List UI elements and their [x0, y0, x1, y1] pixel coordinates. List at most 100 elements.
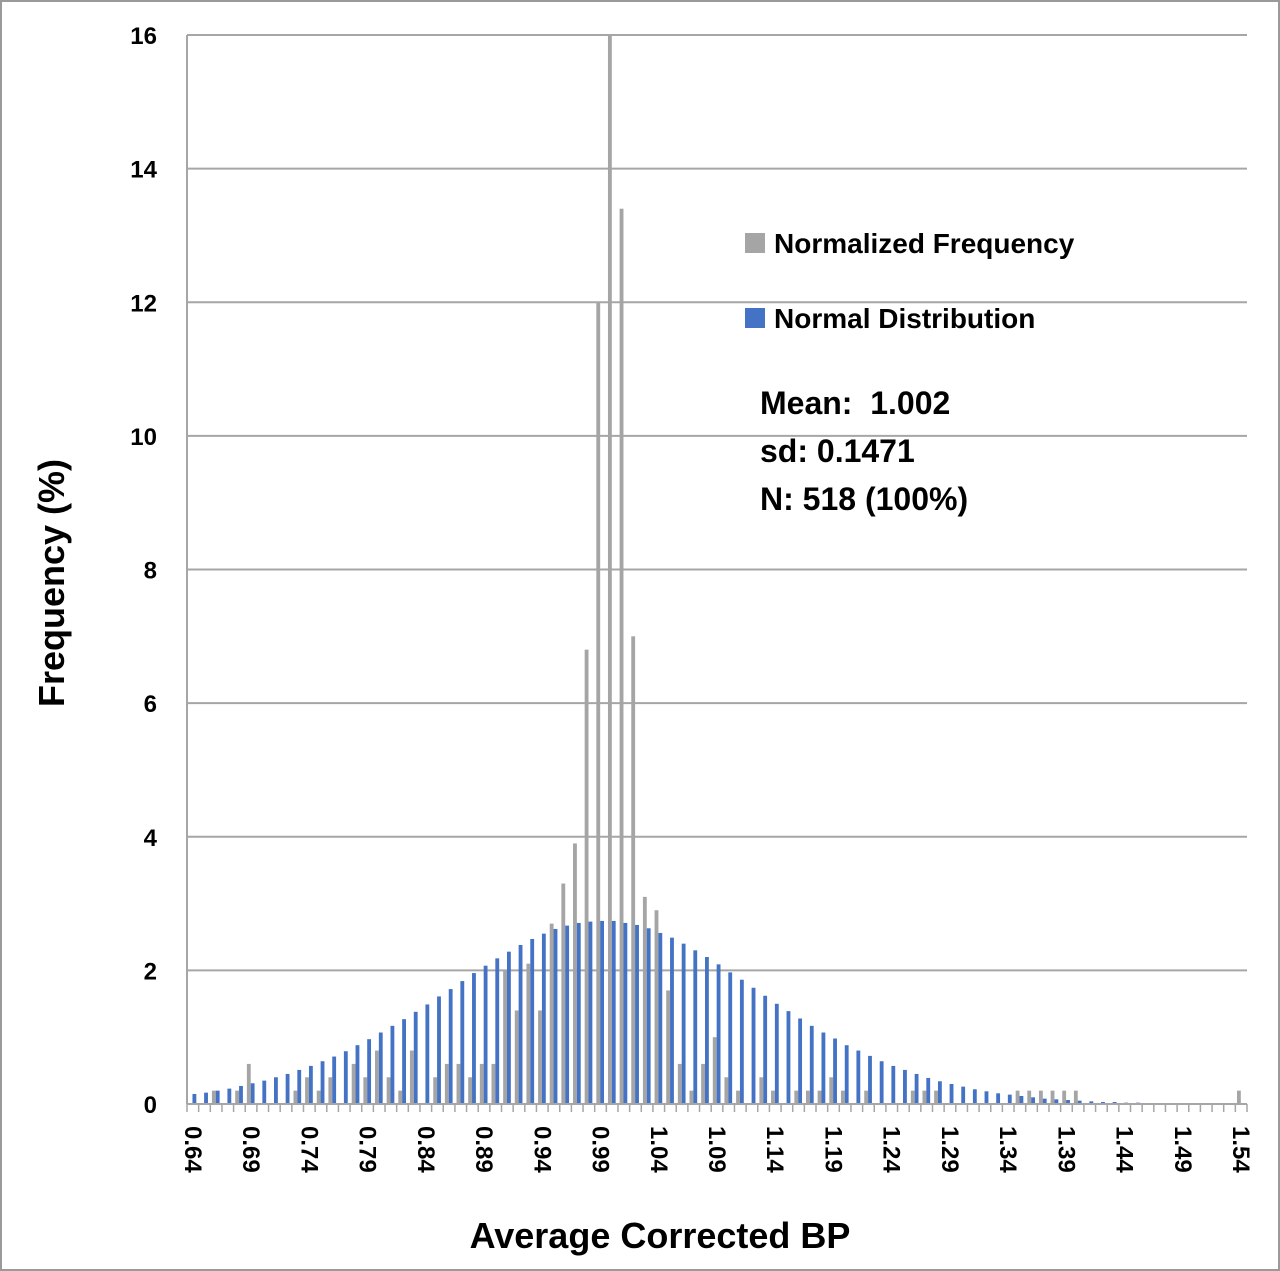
- bar-normal-distribution: [239, 1085, 243, 1104]
- bar-normal-distribution: [332, 1056, 337, 1104]
- bar-normal-distribution: [506, 951, 511, 1104]
- gridlines: [187, 34, 1247, 972]
- bar-normal-distribution: [472, 973, 476, 1104]
- bar-normal-distribution: [215, 1090, 220, 1104]
- bar-normalized-frequency: [1027, 1090, 1032, 1104]
- bar-normal-distribution: [437, 996, 441, 1104]
- bar-normal-distribution: [274, 1077, 278, 1104]
- bar-normal-distribution: [1089, 1101, 1094, 1104]
- bar-normal-distribution: [623, 922, 628, 1104]
- bar-normalized-frequency: [736, 1090, 740, 1104]
- bar-normalized-frequency: [934, 1090, 938, 1104]
- bar-normalized-frequency: [759, 1077, 764, 1104]
- bar-normalized-frequency: [479, 1063, 484, 1104]
- bar-normal-distribution: [833, 1038, 837, 1104]
- bar-normal-distribution: [285, 1073, 290, 1104]
- y-tick-label: 2: [144, 958, 157, 985]
- bar-normal-distribution: [378, 1032, 383, 1104]
- bar-normal-distribution: [984, 1091, 989, 1104]
- x-tick-label: 1.24: [878, 1126, 905, 1173]
- bar-normalized-frequency: [607, 35, 612, 1104]
- y-tick-label: 12: [130, 290, 157, 317]
- bar-normal-distribution: [402, 1019, 406, 1104]
- bar-normalized-frequency: [538, 1010, 542, 1104]
- bar-normalized-frequency: [724, 1077, 729, 1104]
- bar-normal-distribution: [821, 1032, 826, 1104]
- annotation-n: N: 518 (100%): [760, 481, 968, 517]
- x-tick-label: 1.14: [761, 1126, 788, 1173]
- bar-normalized-frequency: [503, 970, 507, 1105]
- bar-normal-distribution: [937, 1081, 942, 1104]
- x-tick-label: 1.09: [703, 1126, 730, 1173]
- bar-normal-distribution: [367, 1039, 372, 1104]
- y-tick-label: 4: [144, 825, 158, 852]
- bar-normalized-frequency: [596, 302, 601, 1104]
- bar-normalized-frequency: [654, 910, 659, 1104]
- bar-normal-distribution: [891, 1065, 896, 1104]
- bar-normal-distribution: [763, 995, 768, 1104]
- bar-normal-distribution: [425, 1004, 430, 1104]
- y-tick-label: 6: [144, 691, 157, 718]
- legend: Normalized Frequency Normal Distribution: [745, 228, 1075, 334]
- bar-normalized-frequency: [1050, 1090, 1055, 1104]
- y-tick-label: 10: [130, 424, 157, 451]
- bar-normalized-frequency: [514, 1010, 519, 1104]
- bar-normal-distribution: [914, 1073, 919, 1104]
- x-tick-label: 1.44: [1111, 1126, 1138, 1173]
- bar-normalized-frequency: [468, 1077, 473, 1104]
- y-tick-labels: 0 2 4 6 8 10 12 14 16: [130, 23, 157, 1119]
- bar-normal-distribution: [460, 981, 465, 1104]
- bar-normalized-frequency: [526, 963, 531, 1104]
- bar-normalized-frequency: [444, 1063, 449, 1104]
- bar-normalized-frequency: [375, 1050, 379, 1104]
- bar-normal-distribution: [1019, 1095, 1024, 1104]
- bar-normal-distribution: [844, 1045, 849, 1104]
- bar-normalized-frequency: [351, 1063, 356, 1104]
- x-tick-label: 0.79: [354, 1126, 381, 1173]
- bar-normal-distribution: [961, 1086, 966, 1104]
- bar-normal-distribution: [705, 957, 709, 1104]
- bar-normal-distribution: [308, 1065, 313, 1104]
- legend-label-normalized-frequency: Normalized Frequency: [774, 228, 1075, 259]
- bar-normal-distribution: [518, 944, 523, 1104]
- bar-normalized-frequency: [235, 1090, 240, 1104]
- bar-normalized-frequency: [561, 883, 566, 1104]
- bar-normalized-frequency: [701, 1063, 705, 1104]
- bar-normal-distribution: [774, 1003, 779, 1104]
- bar-normal-distribution: [798, 1018, 803, 1104]
- bar-normalized-frequency: [666, 990, 671, 1104]
- y-tick-label: 0: [144, 1092, 157, 1119]
- bar-normal-distribution: [786, 1011, 791, 1104]
- bar-normalized-frequency: [386, 1077, 391, 1104]
- bar-normal-distribution: [1077, 1100, 1082, 1104]
- bar-normalized-frequency: [433, 1077, 438, 1104]
- bar-normal-distribution: [192, 1093, 197, 1104]
- x-tick-label: 1.49: [1169, 1126, 1196, 1173]
- x-tick-label: 0.89: [470, 1126, 497, 1173]
- bar-normalized-frequency: [829, 1077, 834, 1104]
- bar-normal-distribution: [670, 937, 674, 1104]
- bar-normal-distribution: [1066, 1099, 1070, 1104]
- bar-normal-distribution: [588, 921, 593, 1104]
- bar-normalized-frequency: [573, 843, 577, 1104]
- bar-normalized-frequency: [677, 1063, 682, 1104]
- bar-normalized-frequency: [491, 1063, 496, 1104]
- bar-normal-distribution: [227, 1088, 232, 1104]
- bar-normal-distribution: [565, 925, 570, 1104]
- bar-normalized-frequency: [910, 1090, 915, 1104]
- x-tick-label: 1.19: [819, 1126, 846, 1173]
- bar-normal-distribution: [483, 965, 488, 1104]
- bar-normalized-frequency: [1015, 1090, 1020, 1104]
- bar-normalized-frequency: [211, 1090, 216, 1104]
- bar-normal-distribution: [868, 1055, 872, 1104]
- bar-normal-distribution: [320, 1061, 325, 1104]
- x-axis-title: Average Corrected BP: [470, 1215, 851, 1256]
- bar-normalized-frequency: [642, 896, 647, 1104]
- bar-normal-distribution: [495, 958, 500, 1104]
- legend-swatch-normal-distribution: [745, 308, 765, 328]
- annotation-mean: Mean: 1.002: [760, 385, 950, 421]
- bar-normalized-frequency: [246, 1063, 251, 1104]
- bar-normalized-frequency: [805, 1090, 810, 1104]
- annotation-sd: sd: 0.1471: [760, 433, 915, 469]
